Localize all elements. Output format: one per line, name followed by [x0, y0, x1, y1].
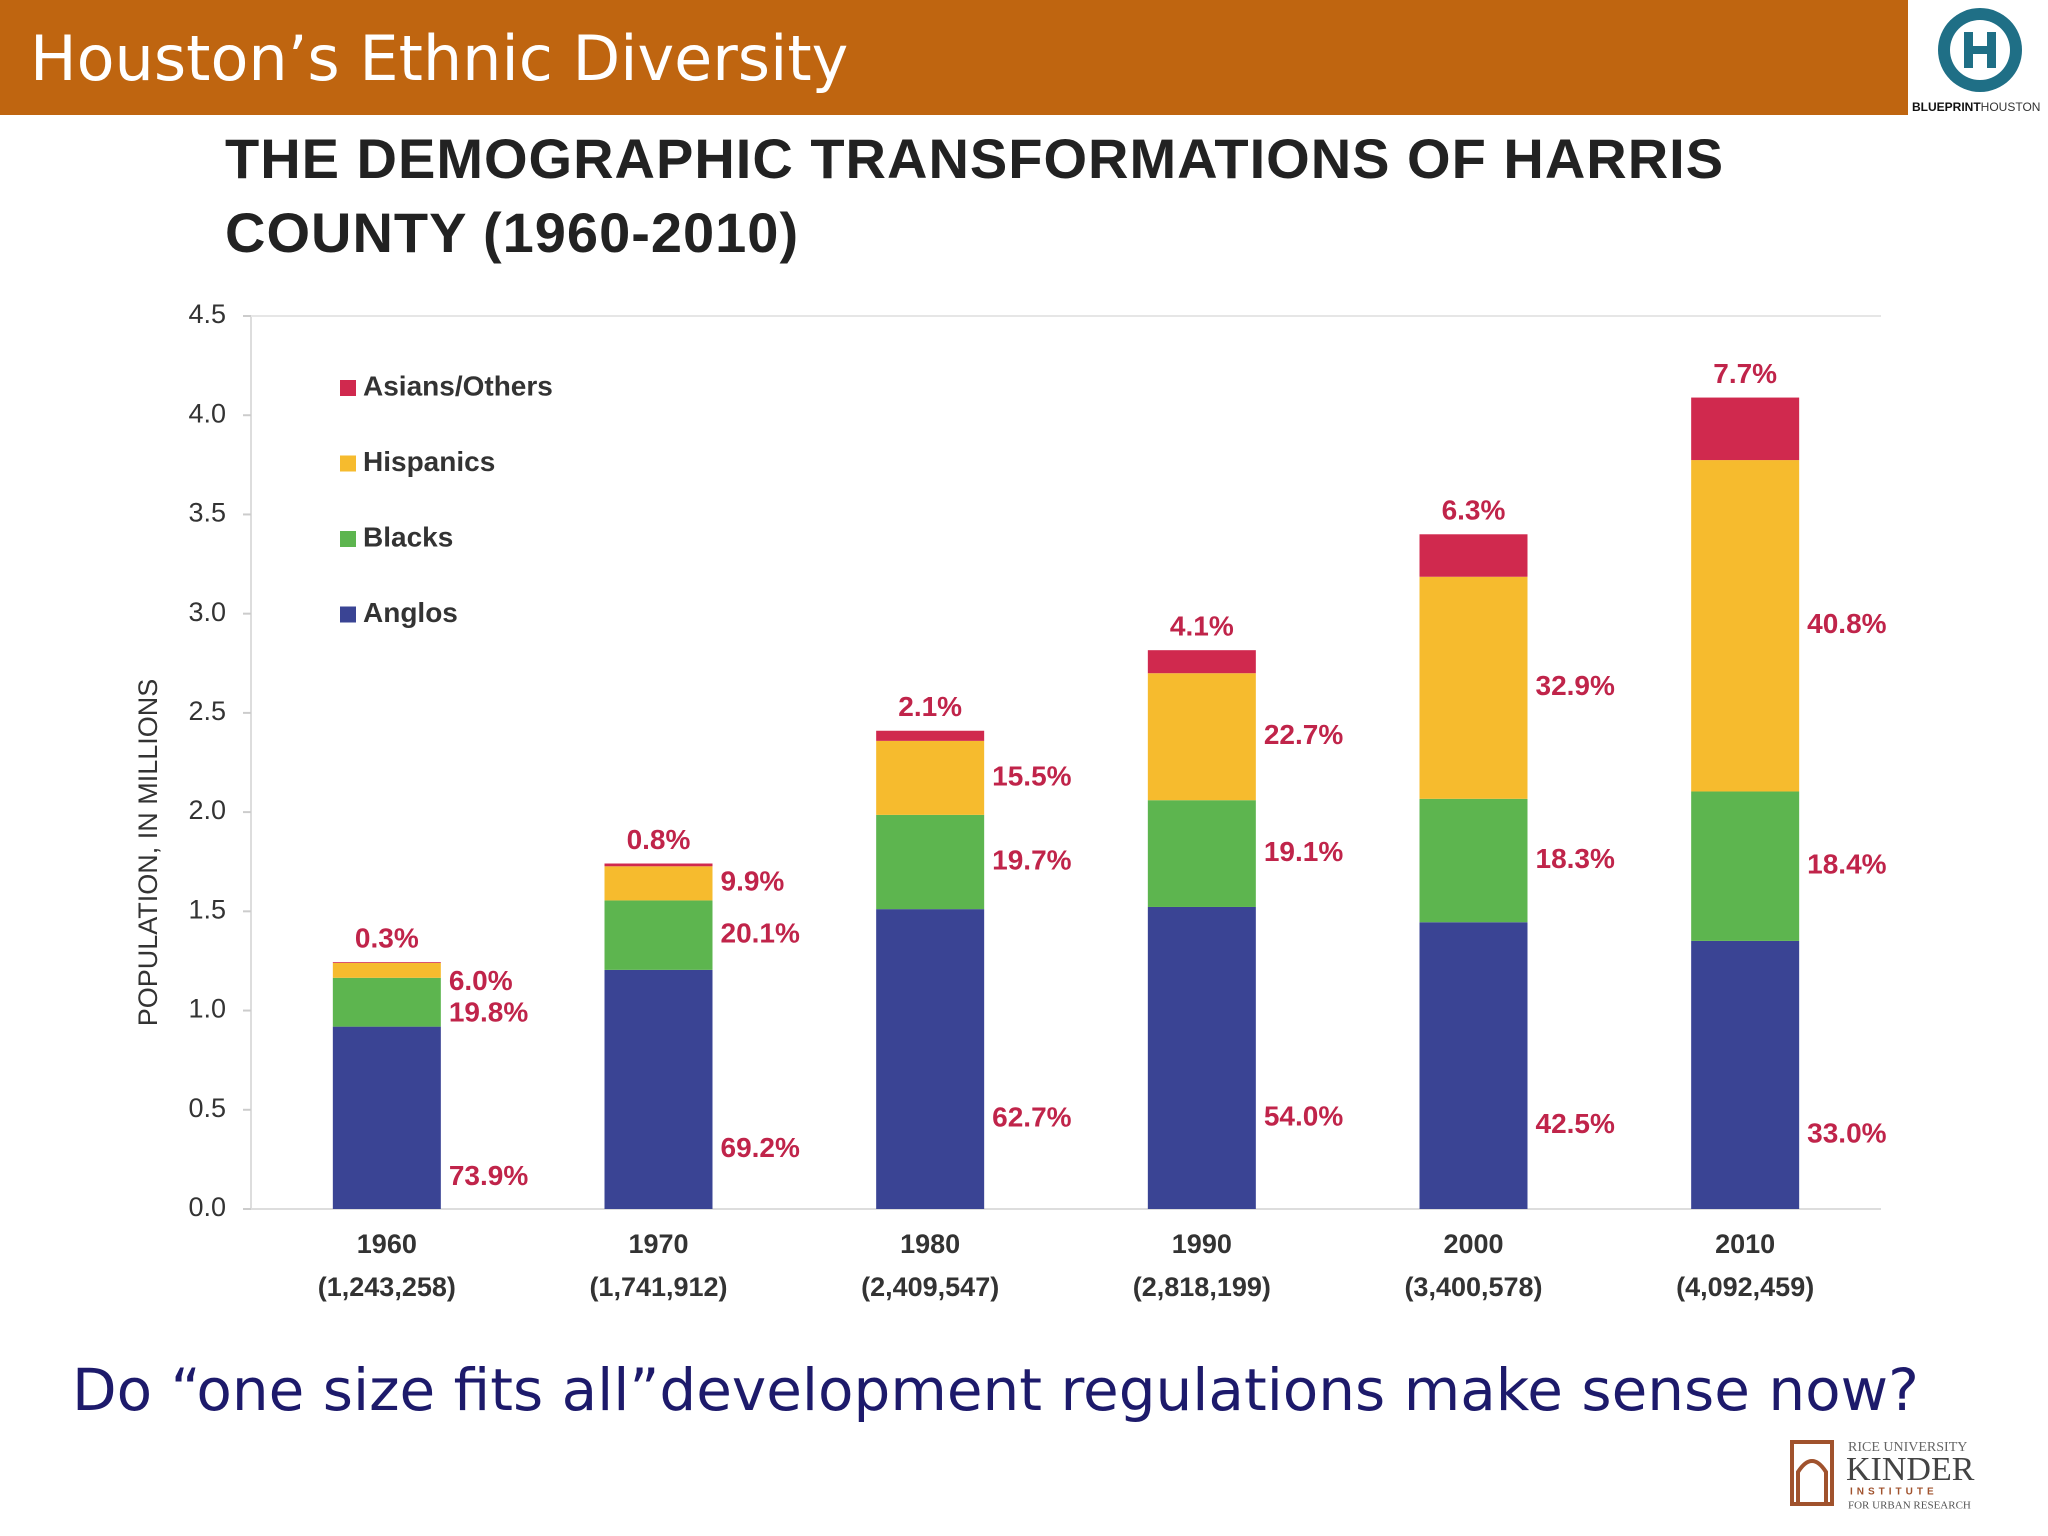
x-tick-label: 1990 — [1172, 1229, 1232, 1259]
data-label: 73.9% — [449, 1160, 528, 1191]
data-label: 15.5% — [992, 760, 1071, 791]
bar-segment — [332, 962, 441, 978]
x-tick-label: 1980 — [900, 1229, 960, 1259]
bar-segment — [604, 863, 713, 867]
data-label: 0.8% — [627, 824, 691, 855]
legend-label: Hispanics — [363, 446, 495, 477]
data-label: 42.5% — [1536, 1108, 1615, 1139]
bar-segment — [876, 730, 985, 741]
legend-label: Asians/Others — [363, 370, 553, 401]
logo-line: KINDER — [1846, 1451, 1975, 1488]
logo: BLUEPRINTHOUSTON — [1912, 8, 2040, 114]
y-tick-label: 0.5 — [188, 1093, 226, 1123]
data-label: 69.2% — [721, 1132, 800, 1163]
bar-segment — [1147, 650, 1256, 674]
x-tick-sublabel: (1,741,912) — [589, 1272, 727, 1302]
y-tick-label: 4.0 — [188, 398, 226, 428]
y-tick-label: 0.0 — [188, 1192, 226, 1222]
y-tick-label: 1.0 — [188, 994, 226, 1024]
bar-segment — [1691, 791, 1800, 941]
logo-bold: BLUEPRINT — [1912, 100, 1981, 114]
legend-label: Blacks — [363, 521, 453, 552]
bar-segment — [1691, 940, 1800, 1209]
logo-line: RICE UNIVERSITY — [1848, 1440, 1967, 1455]
bar-segment — [332, 962, 441, 963]
logo-text: BLUEPRINTHOUSTON — [1912, 100, 2040, 114]
x-tick-label: 1970 — [628, 1229, 688, 1259]
x-tick-label: 2000 — [1443, 1229, 1503, 1259]
y-tick-label: 3.0 — [188, 597, 226, 627]
footer-logo: RICE UNIVERSITY KINDER INSTITUTE FOR URB… — [1790, 1440, 1975, 1512]
bar-segment — [332, 1026, 441, 1209]
data-label: 19.1% — [1264, 836, 1343, 867]
y-tick-label: 1.5 — [188, 894, 226, 924]
legend-swatch — [340, 606, 356, 623]
bar-segment — [1419, 922, 1528, 1209]
slide-title: Houston’s Ethnic Diversity — [30, 22, 849, 95]
data-label: 22.7% — [1264, 719, 1343, 750]
bar-segment — [1419, 576, 1528, 799]
data-label: 40.8% — [1807, 608, 1886, 639]
data-label: 18.3% — [1536, 843, 1615, 874]
data-label: 19.7% — [992, 844, 1071, 875]
logo-frame — [1790, 1440, 1834, 1506]
bar-segment — [1419, 534, 1528, 577]
data-label: 32.9% — [1536, 670, 1615, 701]
legend-swatch — [340, 380, 356, 396]
y-tick-label: 2.0 — [188, 795, 226, 825]
legend-label: Anglos — [363, 597, 458, 628]
bar-segment — [1147, 906, 1256, 1209]
chart: 0.0 0.5 1.0 1.5 2.0 2.5 3.0 3.5 4.0 4.5 POPULATION… — [133, 299, 1887, 1302]
data-label: 2.1% — [898, 691, 962, 722]
x-tick-sublabel: (2,818,199) — [1133, 1272, 1271, 1302]
data-label: 0.3% — [355, 923, 419, 954]
bar-segment — [876, 814, 985, 910]
legend-swatch — [340, 531, 356, 547]
data-label: 6.3% — [1442, 495, 1506, 526]
data-label: 9.9% — [721, 866, 785, 897]
data-label: 62.7% — [992, 1101, 1071, 1132]
bar-segment — [1419, 798, 1528, 923]
logo-h — [1964, 46, 1996, 54]
bar-segment — [876, 909, 985, 1209]
y-axis-label: POPULATION, IN MILLIONS — [133, 679, 163, 1027]
chart-title: THE DEMOGRAPHIC TRANSFORMATIONS OF HARRI… — [225, 127, 1725, 264]
data-label: 19.8% — [449, 997, 528, 1028]
data-label: 33.0% — [1807, 1117, 1886, 1148]
bar-segment — [876, 740, 985, 815]
bar-segment — [1691, 397, 1800, 461]
data-label: 7.7% — [1713, 358, 1777, 389]
data-label: 6.0% — [449, 965, 513, 996]
bar-segment — [1147, 800, 1256, 907]
y-tick-label: 3.5 — [188, 498, 226, 528]
logo-line: INSTITUTE — [1850, 1487, 1938, 1498]
logo-arch — [1796, 1459, 1828, 1502]
y-tick-label: 4.5 — [188, 299, 226, 329]
logo-line: FOR URBAN RESEARCH — [1848, 1500, 1971, 1512]
x-tick-label: 1960 — [357, 1229, 417, 1259]
bar-segment — [604, 969, 713, 1209]
data-label: 20.1% — [721, 918, 800, 949]
x-tick-sublabel: (2,409,547) — [861, 1272, 999, 1302]
header-bar: Houston’s Ethnic Diversity — [0, 0, 1908, 115]
data-label: 54.0% — [1264, 1100, 1343, 1131]
bar-segment — [1691, 460, 1800, 792]
data-label: 4.1% — [1170, 611, 1234, 642]
legend-swatch — [340, 455, 356, 472]
x-tick-sublabel: (3,400,578) — [1404, 1272, 1542, 1302]
x-tick-label: 2010 — [1715, 1229, 1775, 1259]
bar-segment — [1147, 673, 1256, 801]
data-label: 18.4% — [1807, 849, 1886, 880]
x-tick-sublabel: (4,092,459) — [1676, 1272, 1814, 1302]
bar-segment — [604, 866, 713, 901]
question: Do “one size fits all”development regula… — [72, 1356, 1919, 1424]
x-tick-sublabel: (1,243,258) — [318, 1272, 456, 1302]
bar-segment — [604, 900, 713, 970]
y-tick-label: 2.5 — [188, 696, 226, 726]
logo-light: HOUSTON — [1981, 100, 2041, 114]
bar-segment — [332, 977, 441, 1027]
